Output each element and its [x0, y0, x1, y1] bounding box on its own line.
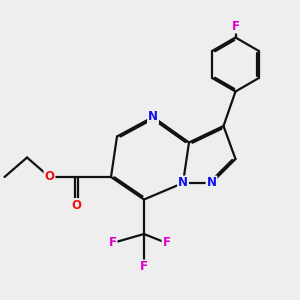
Text: N: N	[178, 176, 188, 190]
Text: F: F	[232, 20, 239, 33]
Text: F: F	[163, 236, 170, 250]
Text: N: N	[206, 176, 217, 190]
Text: O: O	[71, 199, 82, 212]
Text: F: F	[140, 260, 148, 274]
Text: F: F	[109, 236, 116, 250]
Text: O: O	[44, 170, 55, 184]
Text: N: N	[148, 110, 158, 124]
